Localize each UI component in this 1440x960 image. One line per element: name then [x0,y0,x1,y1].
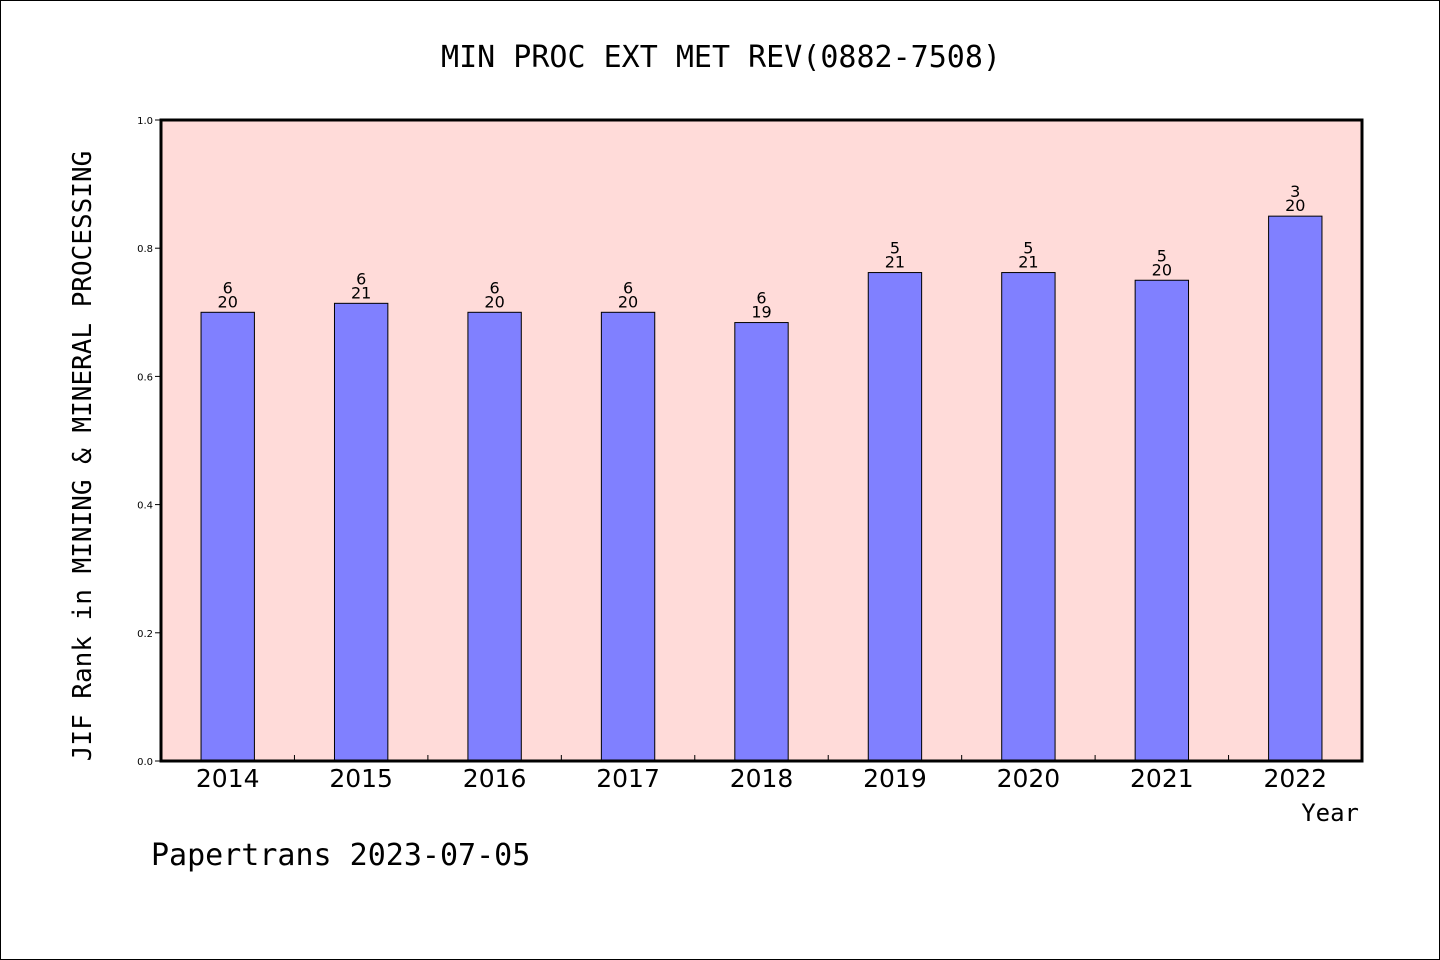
footer-credit: Papertrans 2023-07-05 [151,838,530,873]
bar [867,272,923,762]
bar-rank-label: 6 [756,289,766,308]
bar-total-label: 20 [1285,196,1305,215]
bar-total-label: 19 [751,303,771,322]
x-axis: 2014 2015 2016 2017 2018 2019 2020 2021 2022 [196,755,1327,793]
bar-rank-label: 3 [1290,182,1300,201]
bar [1268,215,1323,762]
chart-title: MIN PROC EXT MET REV(0882-7508) [441,40,1001,75]
bar-total-label: 20 [484,292,504,311]
bar-total-label: 20 [618,292,638,311]
bar [1001,272,1056,762]
y-axis: 0.0 0.2 0.4 0.6 0.8 1.0 [137,116,161,768]
bar-total-label: 21 [351,283,371,302]
x-tick-label: 2015 [329,764,393,793]
bar-rank-label: 6 [356,269,366,288]
bar [734,322,789,762]
x-tick-label: 2018 [730,764,794,793]
bar-rank-label: 5 [1023,239,1033,258]
y-tick-label: 0.6 [137,372,153,383]
bar-total-label: 21 [1018,253,1038,272]
bar [1134,279,1190,762]
x-tick-label: 2014 [196,764,260,793]
x-tick-label: 2019 [863,764,927,793]
bar [467,311,522,762]
bar-total-label: 21 [885,253,905,272]
bar-rank-label: 5 [890,239,900,258]
y-tick-label: 1.0 [137,116,153,127]
x-axis-label: Year [1301,799,1359,827]
bar-rank-label: 6 [490,278,500,297]
plot-border [159,118,1364,763]
x-tick-label: 2021 [1130,764,1194,793]
bar-rank-label: 6 [623,278,633,297]
x-tick-label: 2017 [596,764,660,793]
bar-total-label: 20 [218,292,238,311]
bar-total-label: 20 [1152,260,1172,279]
y-tick-label: 0.0 [137,757,153,768]
y-tick-label: 0.2 [137,629,153,640]
bar [333,302,389,762]
x-tick-label: 2020 [997,764,1061,793]
x-tick-label: 2022 [1263,764,1327,793]
bar-rank-label: 6 [223,278,233,297]
bar [600,311,656,762]
x-tick-label: 2016 [463,764,527,793]
bar-rank-label: 5 [1157,246,1167,265]
y-tick-label: 0.4 [137,501,153,512]
y-tick-label: 0.8 [137,244,153,255]
bar [200,311,255,762]
y-axis-label: JIF Rank in MINING & MINERAL PROCESSING [68,151,98,761]
